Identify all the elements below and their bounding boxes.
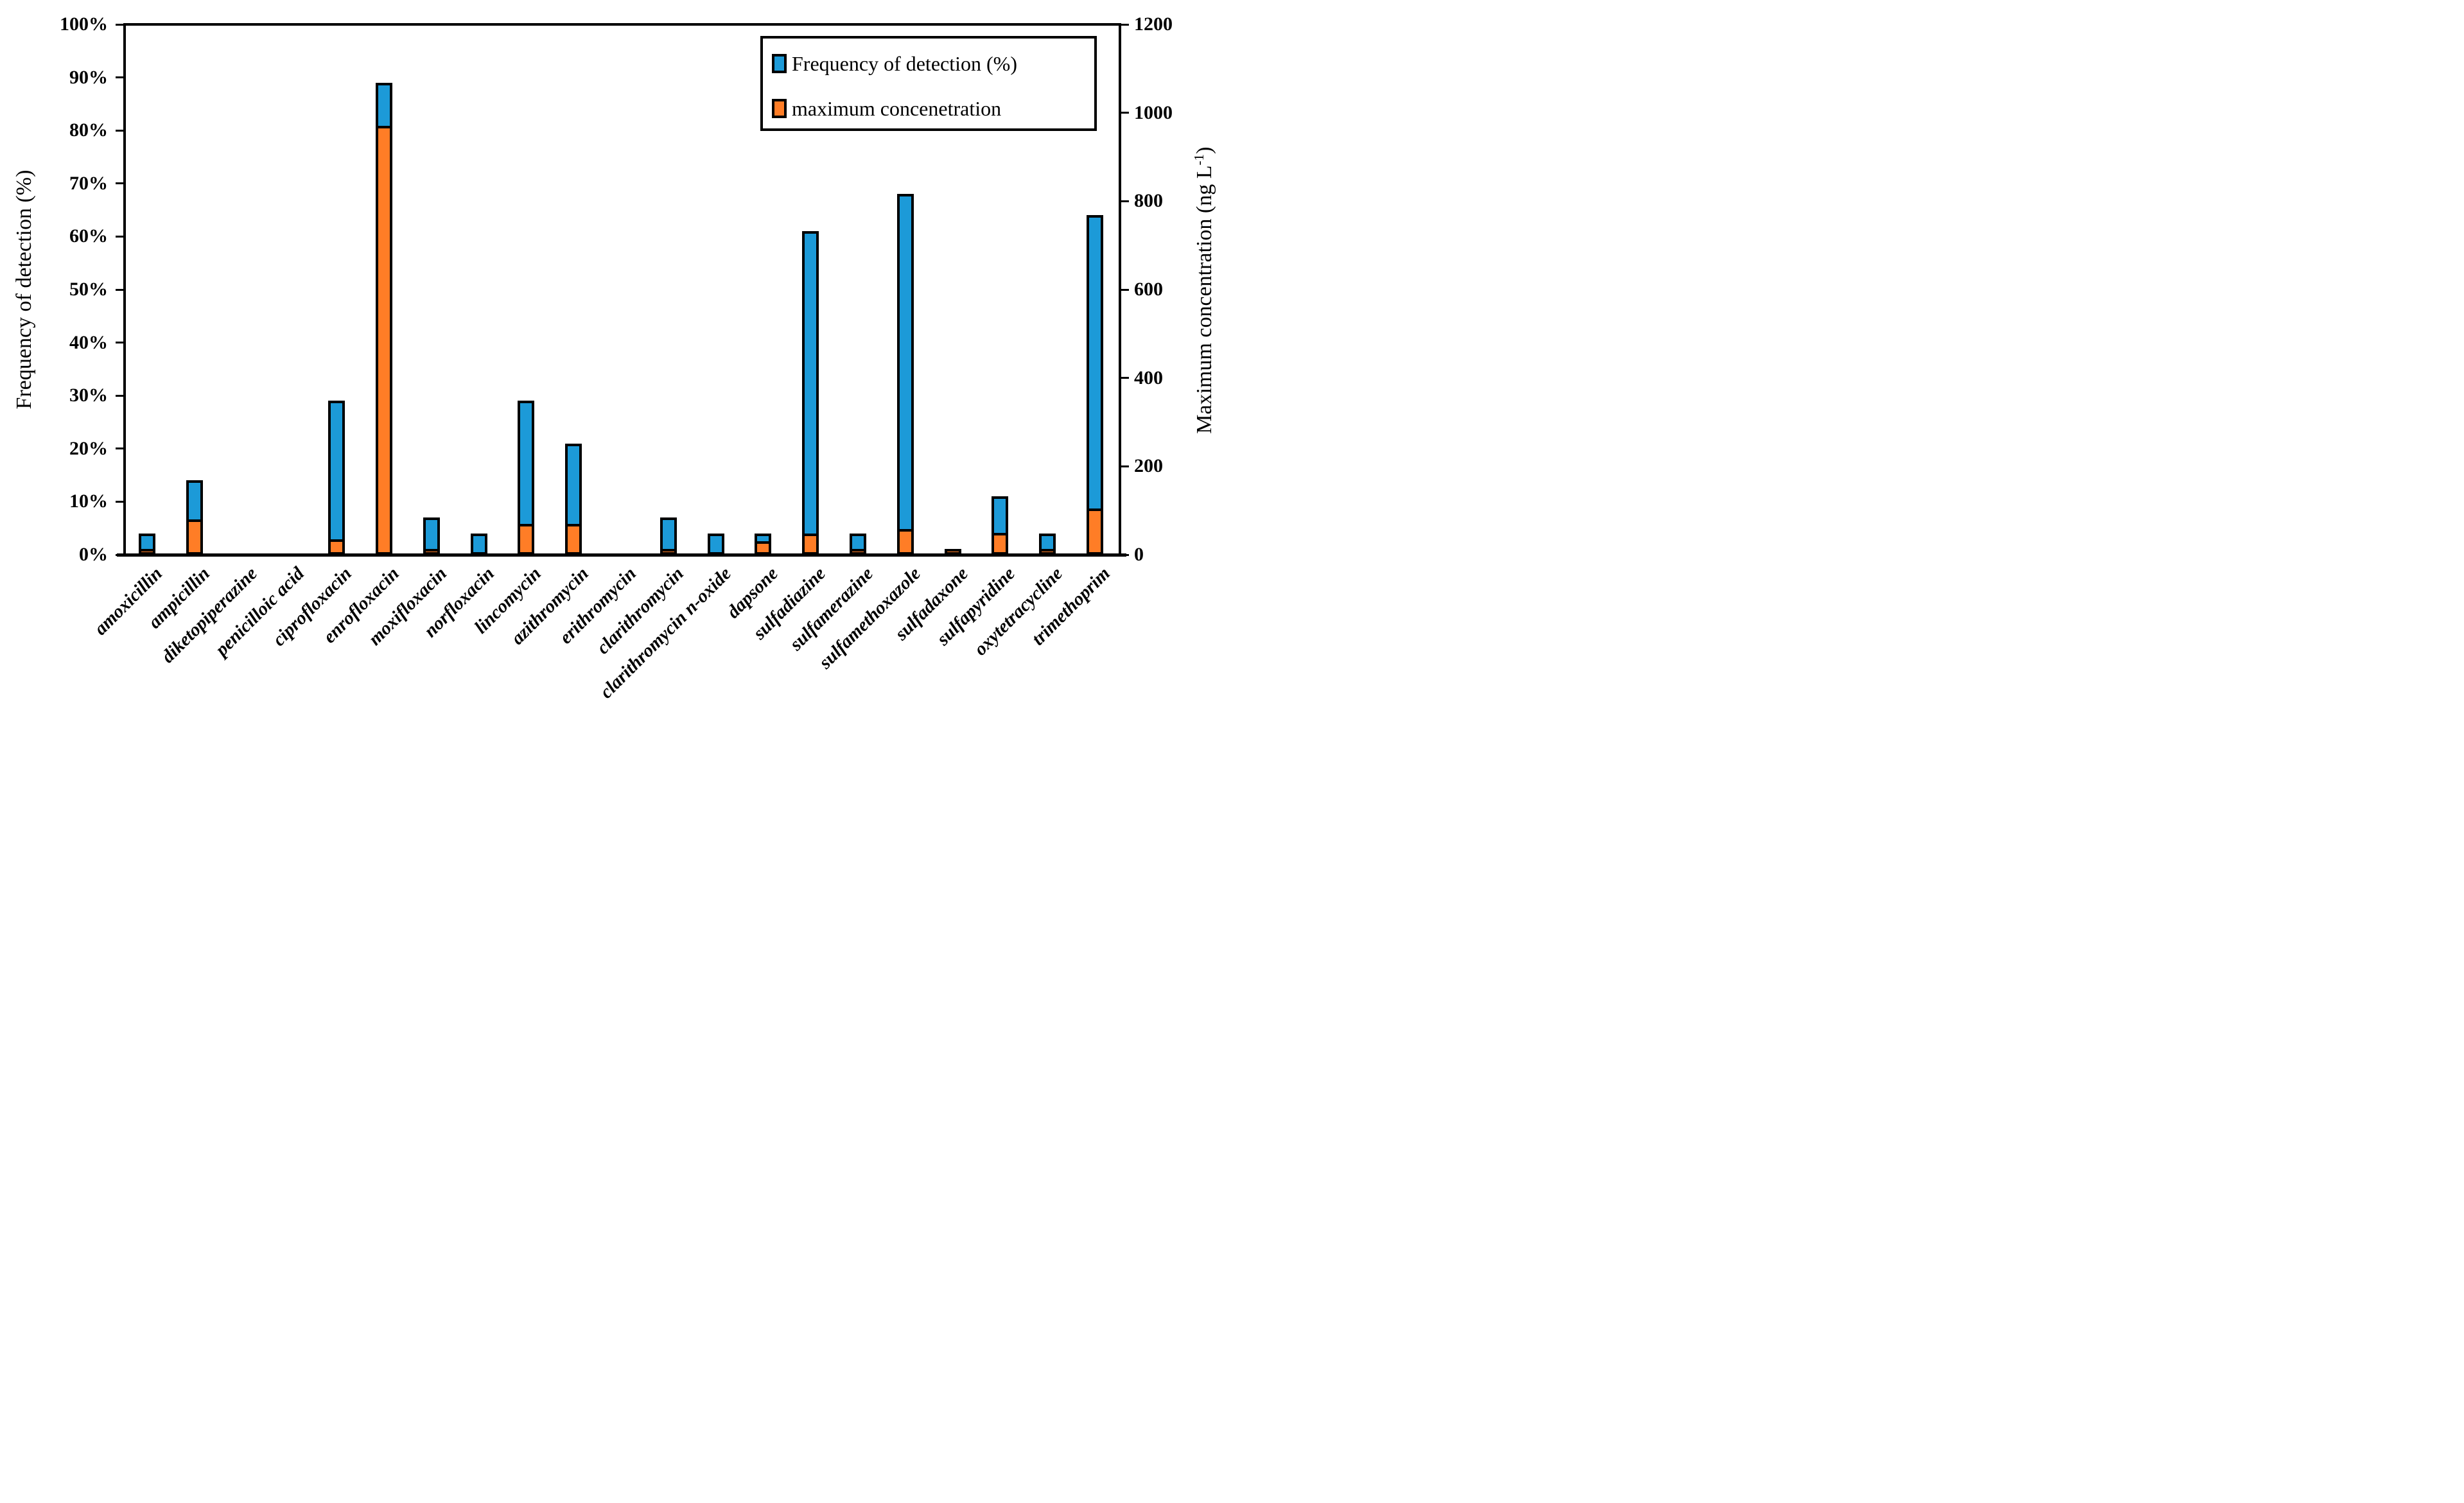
legend-label-concentration: maximum concenetration xyxy=(792,97,1002,120)
left-axis-tickmark xyxy=(116,129,123,132)
right-axis-title-superscript: -1 xyxy=(1191,153,1207,166)
bar-frequency-sulfadiazine xyxy=(802,231,819,555)
right-axis-tickmark xyxy=(1121,465,1129,467)
legend-swatch-frequency xyxy=(772,54,787,73)
bar-concentration-clarithromycin xyxy=(660,549,677,555)
bar-frequency-sulfamethoxazole xyxy=(896,194,914,555)
left-axis-tickmark xyxy=(116,394,123,397)
bar-concentration-sulfamerazine xyxy=(850,549,867,555)
right-axis-title-main: Maximum concentration (ng L xyxy=(1193,165,1217,434)
bar-concentration-oxytetracycline xyxy=(1039,549,1056,555)
bar-frequency-clarithromycin-n-oxide xyxy=(707,533,724,555)
right-axis-tickmark xyxy=(1121,112,1129,114)
bar-concentration-enrofloxacin xyxy=(375,126,392,555)
bar-concentration-ciprofloxacin xyxy=(328,539,345,555)
plot-border-right xyxy=(1119,23,1121,556)
bar-frequency-ciprofloxacin xyxy=(328,401,345,555)
left-axis-tickmark xyxy=(116,553,123,556)
bar-concentration-sulfapyridine xyxy=(992,532,1009,555)
right-axis-tick-label: 800 xyxy=(1134,190,1163,212)
right-axis-tick-label: 0 xyxy=(1134,544,1144,565)
bar-concentration-trimethoprim xyxy=(1087,508,1104,555)
right-axis-tick-label: 1000 xyxy=(1134,101,1173,123)
plot-border-left xyxy=(123,23,126,556)
left-axis-tick-label: 0% xyxy=(79,544,108,565)
bar-concentration-sulfamethoxazole xyxy=(896,529,914,555)
right-axis-tickmark xyxy=(1121,553,1129,556)
right-axis-title-close: ) xyxy=(1193,146,1217,154)
legend-swatch-concentration xyxy=(772,99,787,118)
left-axis-tick-label: 90% xyxy=(69,66,108,88)
bar-frequency-trimethoprim xyxy=(1087,215,1104,555)
chart-figure: 0% 10% 20% 30% 40% 50% 60% 70% 80% 90% 100% 0 200 40… xyxy=(0,0,1232,752)
bar-concentration-ampicillin xyxy=(186,519,203,555)
legend-label-frequency: Frequency of detection (%) xyxy=(792,52,1017,75)
left-axis-tick-label: 20% xyxy=(69,437,108,459)
left-axis-tickmark xyxy=(116,342,123,344)
x-axis-line xyxy=(117,553,1126,557)
left-axis-tick-label: 70% xyxy=(69,172,108,194)
left-axis-tick-label: 50% xyxy=(69,279,108,300)
left-axis-tick-label: 80% xyxy=(69,119,108,141)
bar-concentration-moxifloxacin xyxy=(423,549,440,555)
left-axis-title: Frequency of detection (%) xyxy=(12,84,36,495)
left-axis-tickmark xyxy=(116,23,123,26)
left-axis-tick-label: 60% xyxy=(69,225,108,247)
bar-concentration-lincomycin xyxy=(518,523,535,555)
right-axis-tick-label: 1200 xyxy=(1134,13,1173,35)
right-axis-tickmark xyxy=(1121,377,1129,379)
left-axis-title-text: Frequency of detection (%) xyxy=(12,169,36,410)
bar-concentration-sulfadiazine xyxy=(802,533,819,555)
right-axis-tick-label: 400 xyxy=(1134,367,1163,388)
left-axis-tick-label: 10% xyxy=(69,491,108,512)
right-axis-tickmark xyxy=(1121,23,1129,26)
bar-concentration-amoxicillin xyxy=(138,549,155,555)
right-axis-tick-label: 600 xyxy=(1134,279,1163,300)
left-axis-tickmark xyxy=(116,288,123,291)
left-axis-tickmark xyxy=(116,76,123,79)
left-axis-tickmark xyxy=(116,182,123,185)
bar-concentration-azithromycin xyxy=(565,523,582,555)
left-axis-tick-label: 30% xyxy=(69,385,108,406)
bar-frequency-norfloxacin xyxy=(470,533,487,555)
bar-concentration-dapsone xyxy=(755,541,772,555)
right-axis-tickmark xyxy=(1121,200,1129,202)
left-axis-tick-label: 100% xyxy=(60,13,108,35)
legend-item-concentration: maximum concenetration xyxy=(772,98,1001,119)
right-axis-tickmark xyxy=(1121,288,1129,291)
right-axis-tick-label: 200 xyxy=(1134,455,1163,477)
plot-border-top xyxy=(123,23,1121,26)
legend-item-frequency: Frequency of detection (%) xyxy=(772,53,1017,74)
left-axis-tickmark xyxy=(116,235,123,238)
bar-concentration-sulfadaxone xyxy=(944,549,961,555)
left-axis-tickmark xyxy=(116,500,123,503)
legend: Frequency of detection (%) maximum conce… xyxy=(760,36,1097,131)
left-axis-tick-label: 40% xyxy=(69,331,108,353)
left-axis-tickmark xyxy=(116,447,123,450)
right-axis-title: Maximum concentration (ng L-1) xyxy=(1191,78,1217,502)
